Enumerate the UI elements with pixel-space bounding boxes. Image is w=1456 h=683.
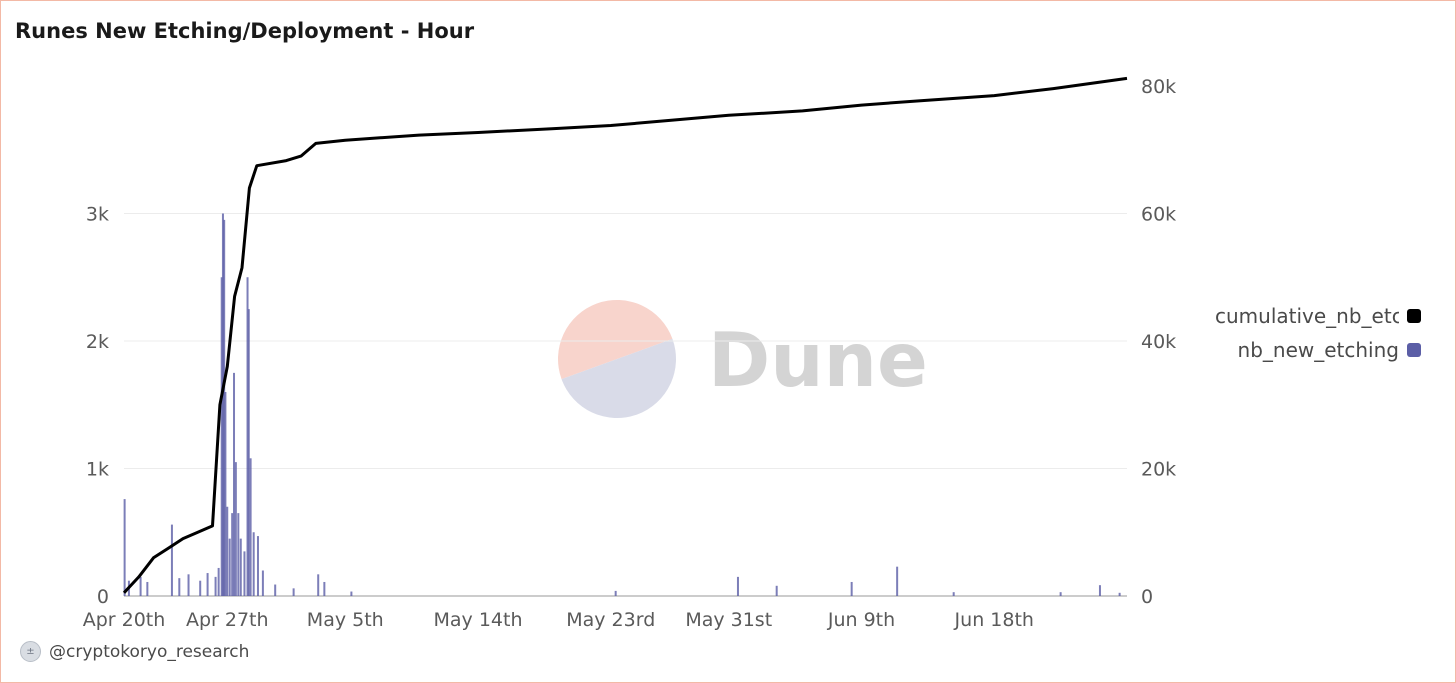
x-tick-label: May 23rd bbox=[566, 609, 655, 631]
bar[interactable] bbox=[323, 581, 326, 596]
bar[interactable] bbox=[243, 551, 246, 596]
bar[interactable] bbox=[896, 566, 899, 596]
legend-label: nb_new_etching bbox=[1237, 338, 1399, 362]
bar[interactable] bbox=[170, 524, 173, 596]
legend-item-cumulative[interactable]: cumulative_nb_etching bbox=[1215, 303, 1421, 329]
bar[interactable] bbox=[146, 581, 149, 596]
x-tick-label: May 31st bbox=[685, 609, 772, 631]
bar[interactable] bbox=[206, 573, 209, 596]
footer: ± @cryptokoryo_research bbox=[20, 641, 249, 662]
bar[interactable] bbox=[952, 592, 955, 596]
x-axis: Apr 20th Apr 27th May 5th May 14th May 23rd M… bbox=[83, 609, 1034, 631]
bar[interactable] bbox=[199, 580, 202, 596]
bar[interactable] bbox=[214, 576, 217, 596]
legend-item-new-etching[interactable]: nb_new_etching bbox=[1238, 337, 1421, 363]
bar[interactable] bbox=[178, 578, 181, 596]
bar[interactable] bbox=[775, 585, 778, 596]
avatar[interactable]: ± bbox=[20, 641, 41, 662]
bar[interactable] bbox=[237, 513, 240, 596]
bar[interactable] bbox=[123, 499, 126, 596]
bar[interactable] bbox=[139, 576, 142, 596]
bar[interactable] bbox=[239, 538, 242, 596]
cumulative-line[interactable] bbox=[122, 76, 1128, 594]
legend-label: cumulative_nb_etching bbox=[1215, 304, 1399, 328]
legend-swatch bbox=[1407, 309, 1421, 323]
bar[interactable] bbox=[256, 536, 259, 596]
bar[interactable] bbox=[187, 574, 190, 596]
y-left-tick-label: 0 bbox=[97, 586, 109, 608]
watermark-logo-bottom bbox=[561, 338, 677, 419]
x-tick-label: Jun 9th bbox=[827, 609, 895, 631]
bar[interactable] bbox=[228, 538, 231, 596]
y-right-tick-label: 0 bbox=[1141, 586, 1153, 608]
y-axis-left: 0 1k 2k 3k bbox=[86, 204, 109, 609]
bar[interactable] bbox=[317, 574, 320, 596]
chart-title: Runes New Etching/Deployment - Hour bbox=[15, 19, 475, 43]
bar[interactable] bbox=[231, 513, 234, 596]
y-right-tick-label: 20k bbox=[1141, 459, 1176, 481]
bar[interactable] bbox=[736, 576, 739, 596]
bar[interactable] bbox=[234, 462, 237, 596]
y-right-tick-label: 40k bbox=[1141, 331, 1176, 353]
bar[interactable] bbox=[226, 506, 229, 596]
bar[interactable] bbox=[614, 590, 617, 596]
bar[interactable] bbox=[292, 588, 295, 596]
bar[interactable] bbox=[224, 392, 227, 596]
bar[interactable] bbox=[850, 581, 853, 596]
x-tick-label: Apr 20th bbox=[83, 609, 166, 631]
watermark-logo-top bbox=[557, 299, 673, 380]
x-tick-label: May 14th bbox=[434, 609, 523, 631]
y-right-tick-label: 80k bbox=[1141, 76, 1176, 98]
bar[interactable] bbox=[261, 570, 264, 597]
x-tick-label: May 5th bbox=[307, 609, 384, 631]
bar[interactable] bbox=[247, 309, 250, 596]
bar[interactable] bbox=[1118, 592, 1121, 596]
watermark: Dune bbox=[557, 299, 928, 419]
bar[interactable] bbox=[1098, 585, 1101, 596]
y-left-tick-label: 1k bbox=[86, 459, 109, 481]
bar[interactable] bbox=[252, 532, 255, 596]
y-left-tick-label: 3k bbox=[86, 204, 109, 226]
bar[interactable] bbox=[217, 567, 220, 596]
bar[interactable] bbox=[1059, 592, 1062, 596]
grid bbox=[124, 213, 1127, 597]
bar[interactable] bbox=[220, 277, 223, 596]
y-axis-right: 0 20k 40k 60k 80k bbox=[1141, 76, 1176, 608]
line-series bbox=[122, 76, 1128, 594]
bar[interactable] bbox=[249, 458, 252, 596]
author-handle[interactable]: @cryptokoryo_research bbox=[49, 641, 250, 662]
x-tick-label: Jun 18th bbox=[954, 609, 1034, 631]
bar[interactable] bbox=[274, 584, 277, 596]
watermark-text: Dune bbox=[708, 316, 928, 404]
x-tick-label: Apr 27th bbox=[186, 609, 269, 631]
bar[interactable] bbox=[246, 277, 249, 596]
bar[interactable] bbox=[221, 213, 224, 597]
legend-swatch bbox=[1407, 343, 1421, 357]
y-right-tick-label: 60k bbox=[1141, 204, 1176, 226]
bar[interactable] bbox=[233, 372, 236, 596]
bar[interactable] bbox=[223, 219, 226, 596]
bar[interactable] bbox=[350, 591, 353, 596]
y-left-tick-label: 2k bbox=[86, 331, 109, 353]
bar-series bbox=[123, 213, 1121, 597]
